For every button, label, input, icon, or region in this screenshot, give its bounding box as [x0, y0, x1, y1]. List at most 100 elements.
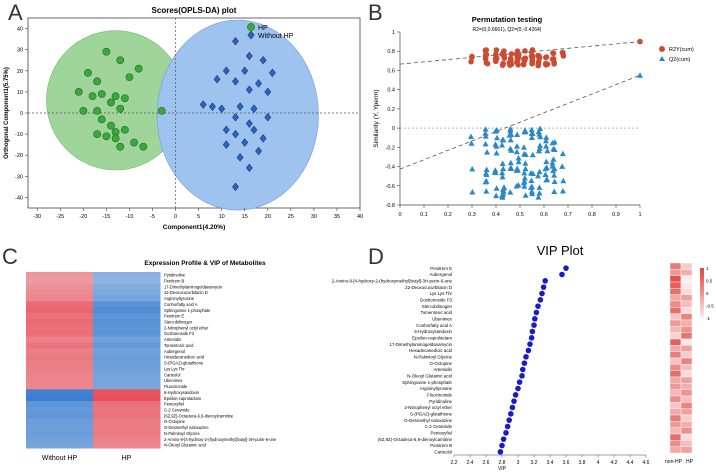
b-r2-point: [543, 61, 549, 68]
d-row-label: Lys Lys Thr: [430, 291, 453, 296]
b-legend-r2-label: R2Y(cum): [669, 47, 694, 53]
d-mini-heatmap-cell: [680, 370, 693, 378]
d-xtick-label: 3.8: [579, 460, 586, 466]
b-r2-point: [521, 56, 527, 63]
b-q2-point: [493, 150, 500, 156]
b-q2-actual-point: [637, 72, 643, 78]
b-q2-point: [537, 142, 544, 148]
d-row-label: (6Z,9Z)-Octadeca-6,9-dienoylcarnitine: [378, 437, 453, 442]
d-vip-point: [521, 360, 528, 366]
b-q2-point: [494, 134, 501, 141]
d-colorbar-label: 1: [706, 266, 709, 271]
c-heatmap-cell: [93, 377, 161, 384]
c-heatmap-cell: [93, 283, 161, 291]
d-row-label: Argininyltyrosine: [420, 386, 453, 391]
b-q2-point: [507, 159, 514, 166]
d-colorbar-label: -1: [706, 316, 710, 321]
b-q2-point: [559, 163, 566, 169]
c-heatmap-cell: [26, 412, 94, 420]
c-row-label: O-Octopine: [164, 419, 186, 424]
b-xtick-label: 0.4: [492, 212, 500, 218]
b-q2-point: [499, 169, 506, 176]
d-colorbar-segment: [700, 285, 704, 289]
a-hp-point: [102, 132, 111, 141]
c-row-label: Tomentosic acid: [164, 343, 194, 348]
a-without-point: [236, 153, 244, 162]
b-q2-point: [493, 192, 500, 199]
d-row-label: Sphingosine 1-phosphate: [402, 380, 452, 385]
c-col-label: HP: [122, 455, 132, 462]
b-r2-point: [529, 52, 535, 59]
d-vip-point: [539, 290, 545, 297]
b-q2-point: [520, 179, 527, 186]
a-without-point: [241, 66, 249, 76]
d-vip-point: [519, 373, 525, 379]
b-q2-point: [543, 143, 550, 149]
a-xtick-label: 15: [242, 214, 248, 220]
a-without-point: [259, 134, 267, 143]
d-mini-heatmap-cell: [669, 313, 682, 321]
a-hp-point: [116, 142, 125, 151]
d-row-label: Aubergenol: [430, 272, 452, 277]
a-without-point: [218, 104, 226, 114]
d-mini-heatmap-cell: [680, 300, 693, 308]
b-q2-point: [482, 178, 489, 185]
c-heatmap-cell: [26, 277, 94, 285]
b-q2-point: [527, 169, 534, 176]
d-mini-heatmap-cell: [669, 319, 682, 327]
a-hp-point: [97, 90, 106, 98]
d-xtick-label: 2.4: [467, 460, 474, 466]
c-heatmap-cell: [26, 424, 94, 431]
a-hp-point: [107, 121, 115, 130]
b-subtitle: R2=(0,0.6661), Q2=(0,-0.4264): [473, 27, 542, 33]
a-without-point: [255, 79, 262, 88]
d-mini-heatmap-cell: [669, 326, 682, 333]
a-without-point: [250, 125, 258, 135]
b-q2-point: [491, 169, 498, 175]
b-r2-point: [468, 58, 474, 65]
d-colorbar-label: 0: [706, 291, 709, 296]
d-row-label: 22-Deoxocucurbitacin D: [405, 285, 452, 290]
a-without-point: [232, 112, 239, 122]
c-heatmap-cell: [93, 307, 161, 314]
d-vip-point: [533, 309, 540, 316]
b-q2-point: [528, 177, 535, 183]
c-heatmap-cell: [93, 430, 161, 437]
c-row-label: Ubenimex: [164, 378, 182, 383]
d-mini-heatmap-cell: [669, 421, 682, 428]
c-heatmap-cell: [93, 336, 161, 343]
d-mini-heatmap-cell: [669, 427, 682, 435]
d-mini-heatmap-cell: [680, 313, 693, 321]
d-mini-heatmap-cell: [680, 402, 693, 409]
d-mini-heatmap-cell: [680, 395, 693, 403]
c-heatmap-cell: [93, 330, 161, 338]
d-mini-heatmap-cell: [669, 332, 682, 340]
b-ytick-label: -0.4: [386, 165, 395, 171]
a-hp-point: [84, 68, 92, 77]
d-colorbar-segment: [700, 313, 704, 316]
a-without-ellipse: [156, 19, 319, 211]
d-mini-heatmap-cell: [680, 351, 693, 359]
d-colorbar-segment: [700, 310, 704, 314]
c-heatmap-cell: [93, 354, 161, 361]
c-row-label: 2-Nitrophenyl octyl ether: [164, 325, 209, 330]
b-q2-point: [536, 189, 543, 196]
b-q2-point: [469, 165, 476, 172]
b-xtick-label: 0.9: [612, 212, 620, 218]
a-xtick-label: 20: [265, 214, 271, 220]
d-mini-heatmap-cell: [669, 269, 682, 276]
b-q2-point: [492, 128, 499, 134]
a-hp-point: [93, 106, 102, 115]
a-ytick-label: -40: [15, 195, 23, 201]
d-mini-heatmap-cell: [680, 288, 693, 295]
a-without-point: [264, 87, 272, 97]
d-mini-heatmap-cell: [680, 408, 693, 416]
d-mini-heatmap-cell: [669, 383, 682, 390]
b-q2-point: [559, 188, 566, 194]
b-q2-point: [483, 166, 490, 173]
c-heatmap-cell: [93, 295, 161, 302]
c-heatmap-cell: [26, 354, 94, 361]
b-xtick-label: 0.2: [444, 212, 452, 218]
d-mini-heatmap-cell: [669, 288, 682, 295]
d-row-label: 2-Amino-9-[4-hydroxy-2-(hydroxymethyl)bu…: [332, 278, 453, 283]
